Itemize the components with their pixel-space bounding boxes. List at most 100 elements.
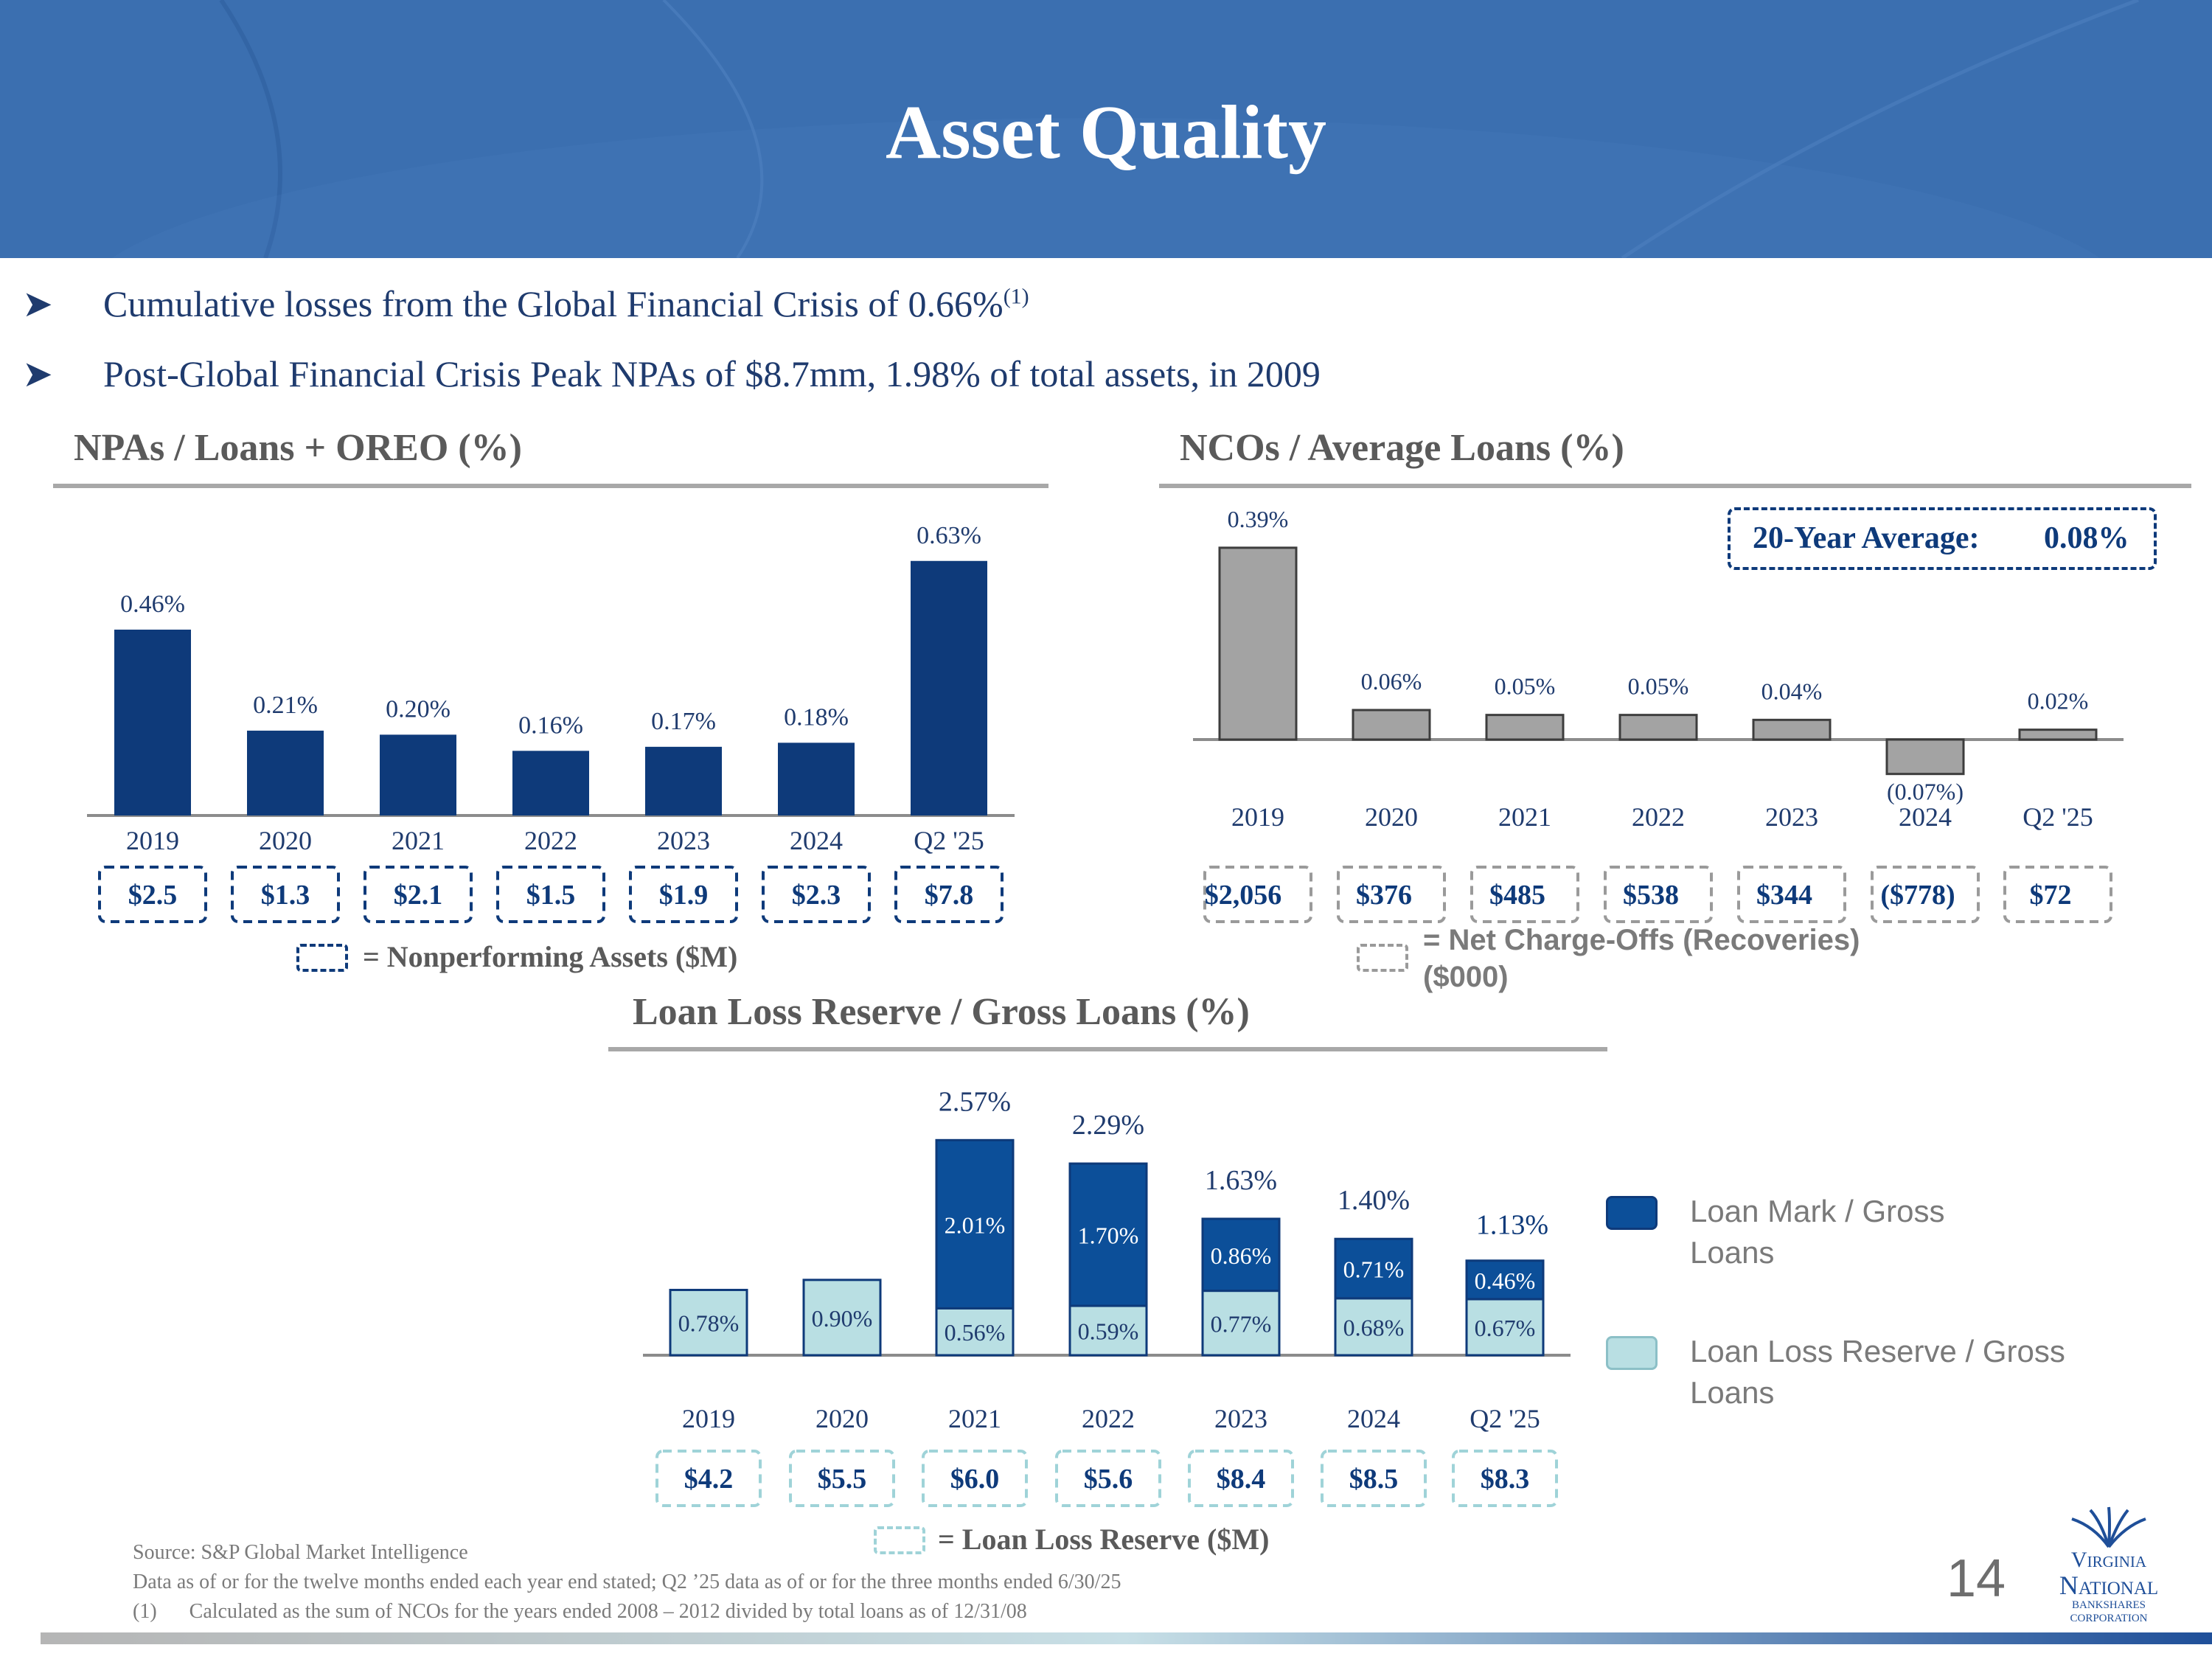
npa-bar bbox=[114, 629, 191, 815]
llr-tick-label: 2024 bbox=[1347, 1404, 1400, 1433]
logo-line2: National bbox=[2059, 1571, 2159, 1600]
llr-total-label: 1.63% bbox=[1205, 1165, 1277, 1196]
nco-box bbox=[1737, 866, 1846, 923]
legend-loan-mark: Loan Mark / Gross Loans bbox=[1690, 1191, 1944, 1273]
llr-reserve-label: 0.78% bbox=[678, 1310, 740, 1337]
nco-tick-label: Q2 '25 bbox=[2023, 802, 2093, 832]
npa-box-value: $2.3 bbox=[792, 880, 841, 911]
npa-box-value: $7.8 bbox=[925, 880, 974, 911]
npa-data-label: 0.21% bbox=[253, 692, 318, 719]
llr-reserve-bar bbox=[935, 1307, 1015, 1357]
llr-tick-label: Q2 '25 bbox=[1470, 1404, 1540, 1433]
average-box: 20-Year Average: 0.08% bbox=[1728, 507, 2157, 570]
nco-data-label: 0.02% bbox=[2028, 688, 2089, 714]
nco-bar bbox=[1218, 546, 1298, 741]
llr-box bbox=[789, 1450, 895, 1507]
arrowhead-icon: ➤ bbox=[22, 283, 53, 324]
llr-tick-label: 2022 bbox=[1082, 1404, 1135, 1433]
bottom-bar bbox=[41, 1632, 2212, 1644]
npa-box-value: $1.5 bbox=[526, 880, 576, 911]
nco-tick-label: 2024 bbox=[1899, 802, 1952, 832]
npa-bar bbox=[645, 746, 722, 815]
nco-tick-label: 2021 bbox=[1498, 802, 1551, 832]
npa-box bbox=[231, 866, 340, 923]
nco-bar bbox=[1752, 718, 1832, 741]
npa-tick-label: 2022 bbox=[524, 826, 577, 855]
npa-bar bbox=[247, 730, 324, 815]
nco-bar bbox=[1618, 714, 1698, 741]
bullet-text: Post-Global Financial Crisis Peak NPAs o… bbox=[103, 353, 1321, 394]
legend-reserve: Loan Loss Reserve / Gross Loans bbox=[1690, 1331, 2065, 1413]
llr-reserve-label: 0.68% bbox=[1343, 1314, 1405, 1340]
banner-decoration bbox=[111, 0, 2139, 258]
legend-swatch-reserve bbox=[1606, 1336, 1658, 1370]
nco-box bbox=[2003, 866, 2112, 923]
wheat-mark-icon bbox=[2071, 1506, 2146, 1548]
nco-tick-label: 2022 bbox=[1632, 802, 1685, 832]
nco-box bbox=[1203, 866, 1312, 923]
nco-data-label: 0.04% bbox=[1761, 678, 1823, 704]
nco-box bbox=[1337, 866, 1446, 923]
footnote-1-text: Calculated as the sum of NCOs for the ye… bbox=[189, 1600, 1027, 1623]
llr-reserve-bar bbox=[802, 1279, 882, 1357]
nco-box-legend-swatch bbox=[1357, 944, 1408, 972]
average-value: 0.08% bbox=[2044, 521, 2129, 555]
npa-box-legend: = Nonperforming Assets ($M) bbox=[363, 940, 738, 973]
legend-reserve-line2: Loans bbox=[1690, 1375, 1775, 1410]
nco-bar bbox=[1352, 709, 1431, 741]
npa-box-value: $1.3 bbox=[261, 880, 310, 911]
npa-tick-label: 2023 bbox=[657, 826, 710, 855]
npa-data-label: 0.20% bbox=[386, 695, 451, 723]
legend-loan-mark-line2: Loans bbox=[1690, 1235, 1775, 1270]
llr-box-value: $8.4 bbox=[1217, 1464, 1266, 1495]
llr-total-label: 2.29% bbox=[1072, 1110, 1144, 1141]
npa-box bbox=[98, 866, 207, 923]
llr-total-label: 1.40% bbox=[1338, 1185, 1410, 1216]
npa-data-label: 0.16% bbox=[518, 712, 583, 739]
nco-tick-label: 2020 bbox=[1365, 802, 1418, 832]
arrowhead-icon: ➤ bbox=[22, 353, 53, 394]
npa-bar bbox=[512, 751, 589, 815]
footnote-1: (1) Calculated as the sum of NCOs for th… bbox=[133, 1600, 1027, 1624]
footnote-ref: (1) bbox=[1003, 284, 1029, 309]
legend-reserve-line1: Loan Loss Reserve / Gross bbox=[1690, 1334, 2065, 1368]
npa-box bbox=[496, 866, 605, 923]
llr-box-value: $5.5 bbox=[818, 1464, 867, 1495]
llr-box-value: $8.3 bbox=[1481, 1464, 1530, 1495]
llr-box-legend-swatch bbox=[874, 1526, 925, 1554]
nco-data-label: 0.05% bbox=[1628, 673, 1689, 700]
llr-box bbox=[655, 1450, 762, 1507]
nco-box-value: $485 bbox=[1489, 880, 1545, 911]
npa-bar bbox=[911, 560, 987, 815]
nco-title-rule bbox=[1159, 484, 2191, 488]
llr-mark-label: 2.01% bbox=[945, 1211, 1006, 1238]
npa-data-label: 0.63% bbox=[917, 522, 981, 549]
nco-box-legend: = Net Charge-Offs (Recoveries) ($000) bbox=[1423, 924, 1860, 993]
npa-tick-label: 2019 bbox=[126, 826, 179, 855]
llr-tick-label: 2021 bbox=[948, 1404, 1001, 1433]
nco-box bbox=[1470, 866, 1579, 923]
source-note: Source: S&P Global Market Intelligence bbox=[133, 1541, 468, 1564]
llr-mark-bar bbox=[1334, 1237, 1413, 1300]
llr-box-value: $8.5 bbox=[1349, 1464, 1399, 1495]
llr-mark-label: 1.70% bbox=[1078, 1222, 1139, 1249]
llr-mark-label: 0.86% bbox=[1211, 1242, 1272, 1269]
llr-mark-bar bbox=[1465, 1259, 1545, 1301]
page-title: Asset Quality bbox=[886, 90, 1326, 175]
llr-chart-title: Loan Loss Reserve / Gross Loans (%) bbox=[633, 991, 1250, 1033]
llr-mark-label: 0.46% bbox=[1475, 1267, 1536, 1294]
nco-box-value: $2,056 bbox=[1205, 880, 1282, 911]
footnote-1-number: (1) bbox=[133, 1600, 157, 1623]
npa-tick-label: 2021 bbox=[392, 826, 445, 855]
llr-reserve-label: 0.67% bbox=[1475, 1315, 1536, 1341]
npa-box bbox=[762, 866, 871, 923]
npa-chart-title: NPAs / Loans + OREO (%) bbox=[74, 427, 522, 469]
nco-box-value: $376 bbox=[1356, 880, 1412, 911]
llr-box bbox=[1452, 1450, 1558, 1507]
nco-box bbox=[1604, 866, 1713, 923]
npa-box bbox=[629, 866, 738, 923]
llr-total-label: 1.13% bbox=[1476, 1210, 1548, 1241]
nco-box bbox=[1871, 866, 1980, 923]
llr-reserve-label: 0.56% bbox=[945, 1319, 1006, 1346]
